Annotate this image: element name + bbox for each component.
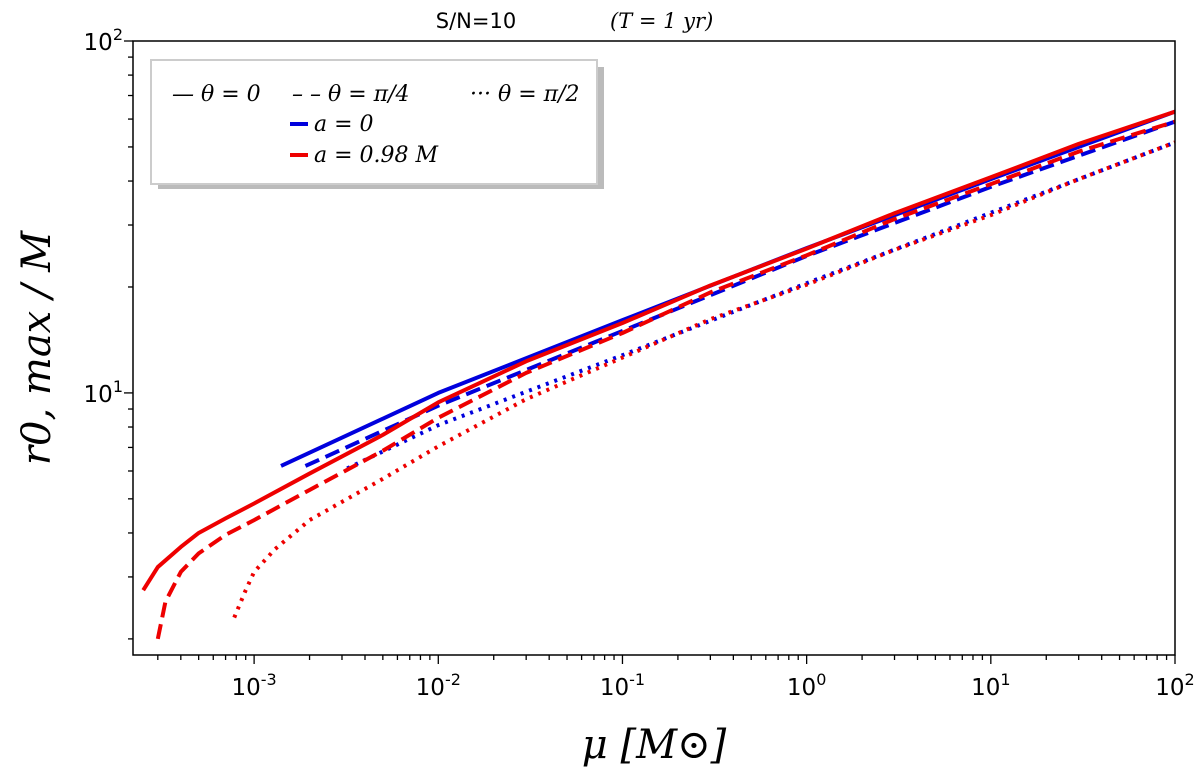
x-tick-label: 101: [971, 670, 1010, 701]
chart-title-math: (T = 1 yr): [610, 9, 713, 33]
plot-frame: [132, 40, 1176, 656]
chart-title: S/N=10: [436, 9, 516, 33]
y-tick-label: 102: [84, 25, 123, 56]
legend-style-solid: — θ = 0: [172, 82, 261, 107]
series-layer: [141, 109, 1175, 640]
axis-ticks: 10-3 10-2 10-1 100 101 102 101 102: [84, 25, 1195, 701]
y-axis-label: r0, max / M: [14, 230, 60, 465]
x-tick-label: 100: [787, 670, 826, 701]
series-line-5: [232, 140, 1175, 619]
legend-label-a0: a = 0: [314, 112, 374, 137]
legend-box: [150, 59, 598, 185]
legend-style-dashed: – – θ = π/4: [292, 82, 410, 107]
x-tick-label: 10-3: [231, 670, 276, 701]
y-tick-label: 101: [84, 377, 123, 408]
x-tick-label: 10-1: [600, 670, 645, 701]
legend-label-a098: a = 0.98 M: [314, 143, 439, 168]
x-tick-label: 102: [1155, 670, 1194, 701]
series-line-4: [155, 119, 1175, 640]
plot-area: [132, 40, 1176, 656]
x-axis-label: μ [M⊙]: [582, 722, 727, 768]
series-line-3: [141, 109, 1175, 592]
legend-style-dotted: ··· θ = π/2: [470, 82, 580, 107]
legend: — θ = 0 – – θ = π/4 ··· θ = π/2 a = 0 a …: [150, 59, 604, 189]
x-tick-label: 10-2: [416, 670, 461, 701]
